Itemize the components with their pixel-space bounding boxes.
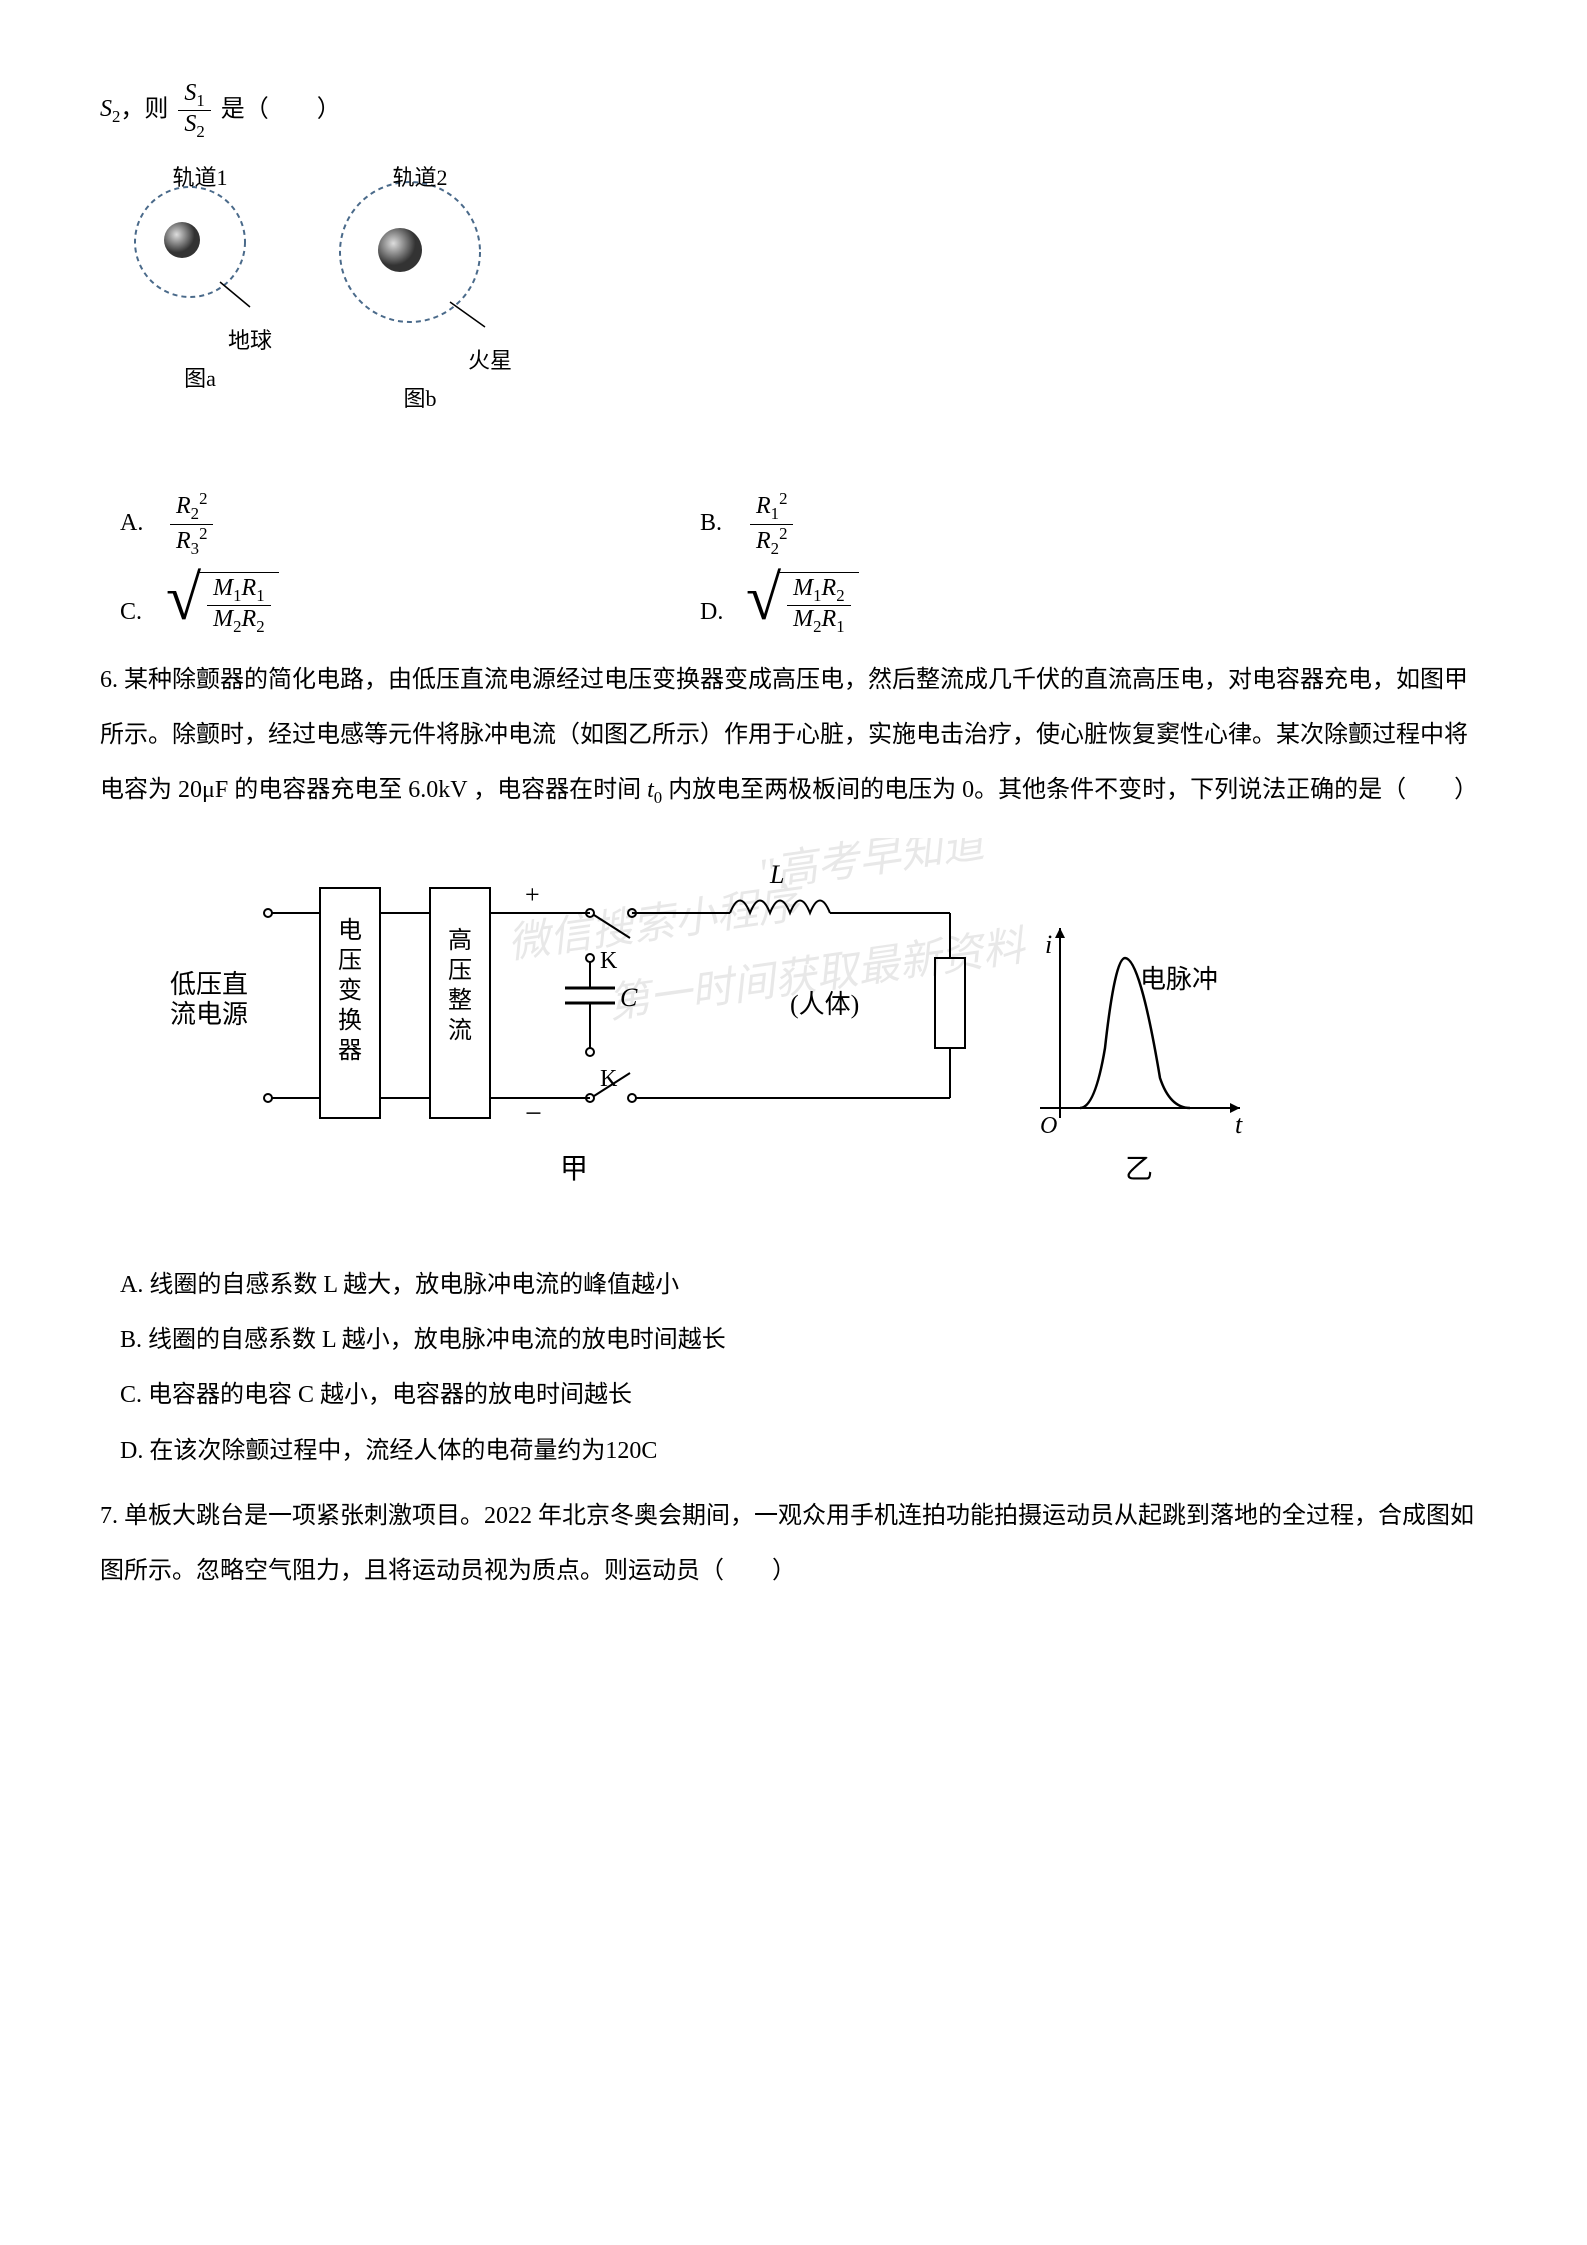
svg-text:C: C xyxy=(620,983,638,1012)
svg-text:i: i xyxy=(1045,930,1052,959)
svg-text:电脉冲: 电脉冲 xyxy=(1140,965,1218,994)
q6-option-b: B. 线圈的自感系数 L 越小，放电脉冲电流的放电时间越长 xyxy=(100,1313,1487,1368)
q5-suffix: 是（ ） xyxy=(215,96,341,122)
q5-option-c: C. √ M1R1 M2R2 xyxy=(120,572,700,639)
svg-text:+: + xyxy=(525,880,540,909)
q6-option-a: A. 线圈的自感系数 L 越大，放电脉冲电流的峰值越小 xyxy=(100,1258,1487,1313)
orbit-b: 轨道2 火星 图b xyxy=(320,162,520,461)
q6-option-d: D. 在该次除颤过程中，流经人体的电荷量约为120C xyxy=(100,1424,1487,1479)
q7-num: 7. xyxy=(100,1503,118,1529)
q7-stem: 7. 单板大跳台是一项紧张刺激项目。2022 年北京冬奥会期间，一观众用手机连拍… xyxy=(100,1489,1487,1599)
q5-option-a: A. R22 R32 xyxy=(120,490,700,558)
svg-text:换: 换 xyxy=(338,1007,362,1034)
fig-a-label: 图a xyxy=(120,362,280,395)
svg-text:O: O xyxy=(1040,1113,1057,1139)
svg-text:低压直: 低压直 xyxy=(170,970,248,999)
q6-num: 6. xyxy=(100,667,118,693)
q6-option-c: C. 电容器的电容 C 越小，电容器的放电时间越长 xyxy=(100,1368,1487,1423)
svg-text:甲: 甲 xyxy=(560,1154,588,1185)
svg-text:L: L xyxy=(769,860,784,889)
svg-text:变: 变 xyxy=(338,977,362,1004)
svg-text:t: t xyxy=(1235,1110,1243,1139)
svg-text:流电源: 流电源 xyxy=(170,1000,248,1029)
q5-options-row2: C. √ M1R1 M2R2 D. √ M1R2 M2R1 xyxy=(100,572,1487,639)
orbit1-label: 轨道1 xyxy=(120,161,280,194)
svg-text:−: − xyxy=(525,1097,542,1130)
fig-b-label: 图b xyxy=(320,382,520,415)
frac-s1s2: S1 S2 xyxy=(178,80,210,142)
q6-text2: 内放电至两极板间的电压为 0。其他条件不变时，下列说法正确的是（ ） xyxy=(668,777,1478,803)
svg-text:乙: 乙 xyxy=(1125,1154,1153,1185)
q5-stem: S2，则 S1 S2 是（ ） xyxy=(100,80,1487,142)
svg-text:(人体): (人体) xyxy=(790,990,859,1019)
svg-text:高: 高 xyxy=(448,927,472,954)
svg-text:整: 整 xyxy=(448,987,472,1014)
var-s2: S2 xyxy=(100,96,120,122)
mars-label: 火星 xyxy=(390,344,590,377)
q5-options-row1: A. R22 R32 B. R12 R22 xyxy=(100,490,1487,558)
svg-text:K: K xyxy=(600,948,618,974)
circuit-svg: "高考早知道" 微信搜索小程序 第一时间获取最新资料 低压直 流电源 电 压 变… xyxy=(160,838,1260,1218)
q5-mid: ，则 xyxy=(120,96,168,122)
q6-stem: 6. 某种除颤器的简化电路，由低压直流电源经过电压变换器变成高压电，然后整流成几… xyxy=(100,653,1487,819)
svg-text:流: 流 xyxy=(448,1017,472,1044)
svg-text:电: 电 xyxy=(338,917,362,944)
orbit2-label: 轨道2 xyxy=(320,161,520,194)
q7-text: 单板大跳台是一项紧张刺激项目。2022 年北京冬奥会期间，一观众用手机连拍功能拍… xyxy=(100,1503,1474,1584)
orbit-a: 轨道1 地球 图a xyxy=(120,162,280,461)
svg-text:压: 压 xyxy=(338,948,362,974)
q5-option-d: D. √ M1R2 M2R1 xyxy=(700,572,1280,639)
t0: t0 xyxy=(647,777,662,803)
svg-text:器: 器 xyxy=(338,1038,362,1064)
svg-text:K: K xyxy=(600,1066,618,1092)
svg-text:微信搜索小程序: 微信搜索小程序 xyxy=(505,881,808,968)
circuit-diagram: "高考早知道" 微信搜索小程序 第一时间获取最新资料 低压直 流电源 电 压 变… xyxy=(160,838,1487,1238)
svg-text:压: 压 xyxy=(448,958,472,984)
earth-label: 地球 xyxy=(170,324,330,357)
q5-option-b: B. R12 R22 xyxy=(700,490,1280,558)
orbit-diagram: 轨道1 地球 图a 轨道2 火星 图b xyxy=(120,162,1487,461)
